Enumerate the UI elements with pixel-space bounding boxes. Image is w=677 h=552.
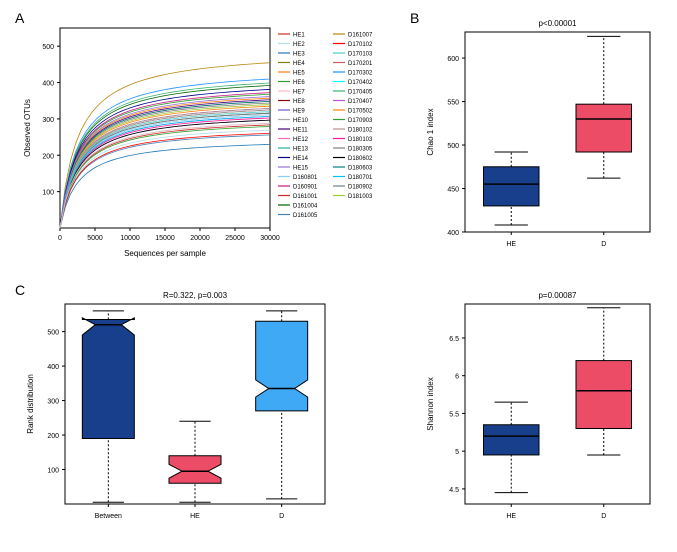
svg-text:HE: HE: [506, 513, 516, 520]
svg-text:550: 550: [447, 100, 459, 107]
svg-text:p=0.00087: p=0.00087: [538, 291, 577, 300]
svg-text:5000: 5000: [87, 235, 103, 242]
svg-text:HE: HE: [190, 513, 200, 520]
svg-text:HE11: HE11: [293, 128, 308, 134]
svg-text:D160801: D160801: [293, 175, 318, 181]
svg-text:HE14: HE14: [293, 156, 309, 162]
svg-text:400: 400: [47, 364, 59, 371]
svg-text:HE6: HE6: [293, 80, 305, 86]
svg-text:300: 300: [42, 117, 54, 124]
svg-text:500: 500: [447, 143, 459, 150]
svg-text:100: 100: [42, 190, 54, 197]
svg-text:D170201: D170201: [348, 61, 373, 67]
svg-text:D: D: [601, 241, 606, 248]
svg-text:HE13: HE13: [293, 147, 309, 153]
svg-text:5.5: 5.5: [449, 411, 459, 418]
svg-text:D180701: D180701: [348, 175, 373, 181]
panel-d-chart: 4.5 5 5.5 6 6.5 HE D Shannon index p=0.00087: [410, 282, 667, 542]
svg-text:30000: 30000: [260, 235, 280, 242]
svg-text:R=0.322, p=0.003: R=0.322, p=0.003: [163, 291, 228, 300]
svg-text:D160901: D160901: [293, 185, 318, 191]
svg-text:HE7: HE7: [293, 90, 305, 96]
svg-text:D161001: D161001: [293, 194, 318, 200]
svg-text:D170302: D170302: [348, 71, 373, 77]
figure: A 0 5000 10000 15000 20000 25000 30000 100 200 30…: [10, 10, 667, 542]
svg-text:300: 300: [47, 399, 59, 406]
svg-text:HE10: HE10: [293, 118, 309, 124]
svg-text:Rank distribution: Rank distribution: [26, 374, 35, 434]
svg-text:100: 100: [47, 468, 59, 475]
svg-text:D170407: D170407: [348, 99, 373, 105]
svg-text:HE3: HE3: [293, 52, 305, 58]
svg-text:D170502: D170502: [348, 109, 373, 115]
svg-text:450: 450: [447, 187, 459, 194]
panel-a-label: A: [15, 10, 24, 26]
svg-text:10000: 10000: [120, 235, 140, 242]
svg-text:5: 5: [455, 449, 459, 456]
svg-text:500: 500: [42, 44, 54, 51]
svg-text:D180103: D180103: [348, 137, 373, 143]
svg-text:HE9: HE9: [293, 109, 305, 115]
svg-text:p<0.00001: p<0.00001: [538, 19, 577, 28]
svg-text:15000: 15000: [155, 235, 175, 242]
svg-text:D180902: D180902: [348, 185, 373, 191]
svg-text:D170402: D170402: [348, 80, 373, 86]
panel-d: 4.5 5 5.5 6 6.5 HE D Shannon index p=0.00087: [410, 282, 667, 542]
svg-text:D170102: D170102: [348, 42, 373, 48]
svg-text:D161004: D161004: [293, 204, 318, 210]
svg-text:HE1: HE1: [293, 33, 305, 39]
svg-text:Between: Between: [95, 513, 122, 520]
svg-text:HE2: HE2: [293, 42, 305, 48]
svg-text:D180305: D180305: [348, 147, 373, 153]
svg-text:D170903: D170903: [348, 118, 373, 124]
svg-text:HE5: HE5: [293, 71, 305, 77]
svg-text:0: 0: [58, 235, 62, 242]
svg-text:400: 400: [42, 81, 54, 88]
panel-c-chart: 100 200 300 400 500 Between HE D Rank distributi…: [10, 282, 350, 542]
svg-text:D170405: D170405: [348, 90, 373, 96]
panel-c-label: C: [15, 282, 25, 298]
svg-text:HE4: HE4: [293, 61, 305, 67]
svg-text:Chao 1 index: Chao 1 index: [426, 108, 435, 155]
svg-text:D161007: D161007: [348, 33, 373, 39]
svg-text:HE15: HE15: [293, 166, 309, 172]
panel-c: C 100 200 300 400 500 Between HE D Rank distribu…: [10, 282, 350, 542]
svg-text:Sequences per sample: Sequences per sample: [124, 249, 206, 258]
svg-text:HE12: HE12: [293, 137, 309, 143]
svg-text:4.5: 4.5: [449, 487, 459, 494]
svg-text:6: 6: [455, 374, 459, 381]
svg-text:D180102: D180102: [348, 128, 373, 134]
svg-text:200: 200: [42, 153, 54, 160]
svg-text:600: 600: [447, 56, 459, 63]
panel-b: B 400 450 500 550 600 HE D Chao 1 index p<0.0000…: [410, 10, 667, 270]
svg-text:HE: HE: [506, 241, 516, 248]
svg-text:500: 500: [47, 330, 59, 337]
panel-b-label: B: [410, 10, 419, 26]
svg-text:D161005: D161005: [293, 213, 318, 219]
svg-text:20000: 20000: [190, 235, 210, 242]
panel-b-chart: 400 450 500 550 600 HE D Chao 1 index p<0.00001: [410, 10, 667, 270]
svg-text:6.5: 6.5: [449, 336, 459, 343]
svg-text:400: 400: [447, 230, 459, 237]
svg-text:Shannon index: Shannon index: [426, 377, 435, 430]
svg-text:D180603: D180603: [348, 166, 373, 172]
panel-a-chart: 0 5000 10000 15000 20000 25000 30000 100 200 300 4…: [10, 10, 390, 270]
svg-text:25000: 25000: [225, 235, 245, 242]
svg-text:D181003: D181003: [348, 194, 373, 200]
svg-text:D170103: D170103: [348, 52, 373, 58]
svg-text:D180602: D180602: [348, 156, 373, 162]
panel-a: A 0 5000 10000 15000 20000 25000 30000 100 200 30…: [10, 10, 390, 270]
svg-text:D: D: [279, 513, 284, 520]
svg-text:Observed OTUs: Observed OTUs: [23, 99, 32, 157]
svg-text:HE8: HE8: [293, 99, 305, 105]
svg-text:D: D: [601, 513, 606, 520]
svg-text:200: 200: [47, 433, 59, 440]
